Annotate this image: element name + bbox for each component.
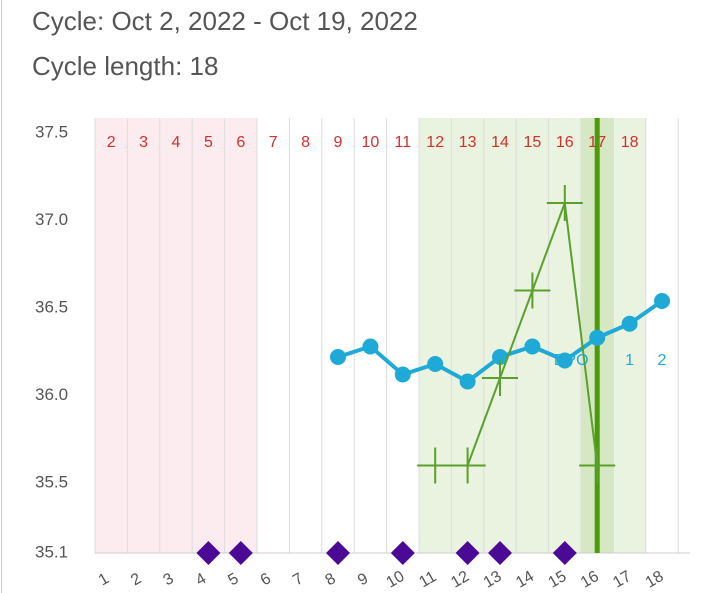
point bbox=[579, 447, 616, 484]
x-tick-label: 7 bbox=[290, 570, 306, 589]
x-tick-label: 10 bbox=[384, 568, 408, 592]
day-label: 9 bbox=[334, 134, 343, 151]
y-tick-label: 37.5 bbox=[35, 122, 68, 141]
day-label: 6 bbox=[236, 134, 245, 151]
point bbox=[394, 366, 411, 383]
x-tick-label: 8 bbox=[323, 570, 339, 589]
point bbox=[427, 356, 444, 372]
x-tick-label: 11 bbox=[416, 568, 439, 591]
point bbox=[514, 272, 551, 309]
x-tick-label: 2 bbox=[128, 570, 144, 589]
day-label: 3 bbox=[139, 134, 148, 151]
dpo-label: 1 bbox=[625, 352, 634, 369]
point bbox=[482, 360, 518, 396]
dpo-label: 2 bbox=[658, 352, 667, 369]
point bbox=[589, 329, 606, 346]
point bbox=[524, 338, 541, 355]
x-tick-label: 6 bbox=[258, 570, 274, 589]
day-label: 11 bbox=[394, 134, 411, 151]
day-label: 7 bbox=[269, 134, 278, 151]
diamond bbox=[552, 541, 577, 565]
day-label: 2 bbox=[107, 134, 116, 151]
y-tick-label: 37.0 bbox=[35, 210, 68, 229]
x-tick-label: 9 bbox=[355, 570, 371, 589]
diamond bbox=[326, 541, 350, 565]
dpo-label: DPO bbox=[554, 352, 589, 369]
day-label: 8 bbox=[301, 134, 310, 151]
point bbox=[417, 447, 454, 484]
diamond bbox=[390, 541, 415, 565]
cycle-length: Cycle length: 18 bbox=[32, 51, 218, 81]
point bbox=[362, 338, 379, 355]
x-tick-label: 12 bbox=[448, 568, 472, 592]
point bbox=[459, 373, 476, 390]
x-tick-label: 16 bbox=[578, 568, 602, 592]
point bbox=[654, 293, 670, 309]
phase-shading bbox=[95, 118, 257, 553]
y-tick-label: 36.0 bbox=[35, 385, 68, 404]
diamond bbox=[196, 541, 221, 565]
x-tick-label: 15 bbox=[546, 568, 570, 592]
diamond bbox=[455, 541, 480, 565]
day-label: 13 bbox=[459, 134, 477, 151]
day-label: 16 bbox=[556, 134, 574, 151]
y-tick-label: 35.5 bbox=[35, 472, 68, 491]
point bbox=[621, 315, 638, 332]
diamond bbox=[228, 541, 253, 565]
point bbox=[449, 447, 486, 484]
day-label: 14 bbox=[491, 134, 509, 151]
x-tick-label: 3 bbox=[161, 570, 177, 589]
y-tick-label: 35.1 bbox=[35, 542, 68, 561]
x-tick-label: 13 bbox=[481, 568, 505, 592]
x-tick-label: 18 bbox=[643, 568, 667, 592]
x-tick-label: 14 bbox=[513, 568, 537, 592]
day-label: 4 bbox=[172, 134, 181, 151]
day-label: 15 bbox=[524, 134, 542, 151]
day-label: 10 bbox=[362, 134, 380, 151]
cycle-title: Cycle: Oct 2, 2022 - Oct 19, 2022 bbox=[32, 6, 418, 36]
day-label: 5 bbox=[204, 134, 213, 151]
point bbox=[492, 349, 508, 365]
point bbox=[556, 352, 573, 369]
y-tick-label: 36.5 bbox=[35, 297, 68, 316]
point bbox=[546, 185, 583, 221]
day-label: 18 bbox=[621, 134, 639, 151]
x-tick-label: 4 bbox=[193, 570, 209, 589]
point bbox=[330, 349, 346, 365]
x-tick-label: 1 bbox=[96, 570, 112, 589]
day-label: 12 bbox=[426, 134, 444, 151]
x-tick-label: 5 bbox=[225, 570, 241, 589]
x-tick-label: 17 bbox=[610, 568, 634, 592]
diamond bbox=[488, 541, 512, 565]
